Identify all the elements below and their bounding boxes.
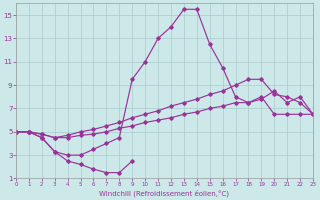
X-axis label: Windchill (Refroidissement éolien,°C): Windchill (Refroidissement éolien,°C) <box>100 189 229 197</box>
